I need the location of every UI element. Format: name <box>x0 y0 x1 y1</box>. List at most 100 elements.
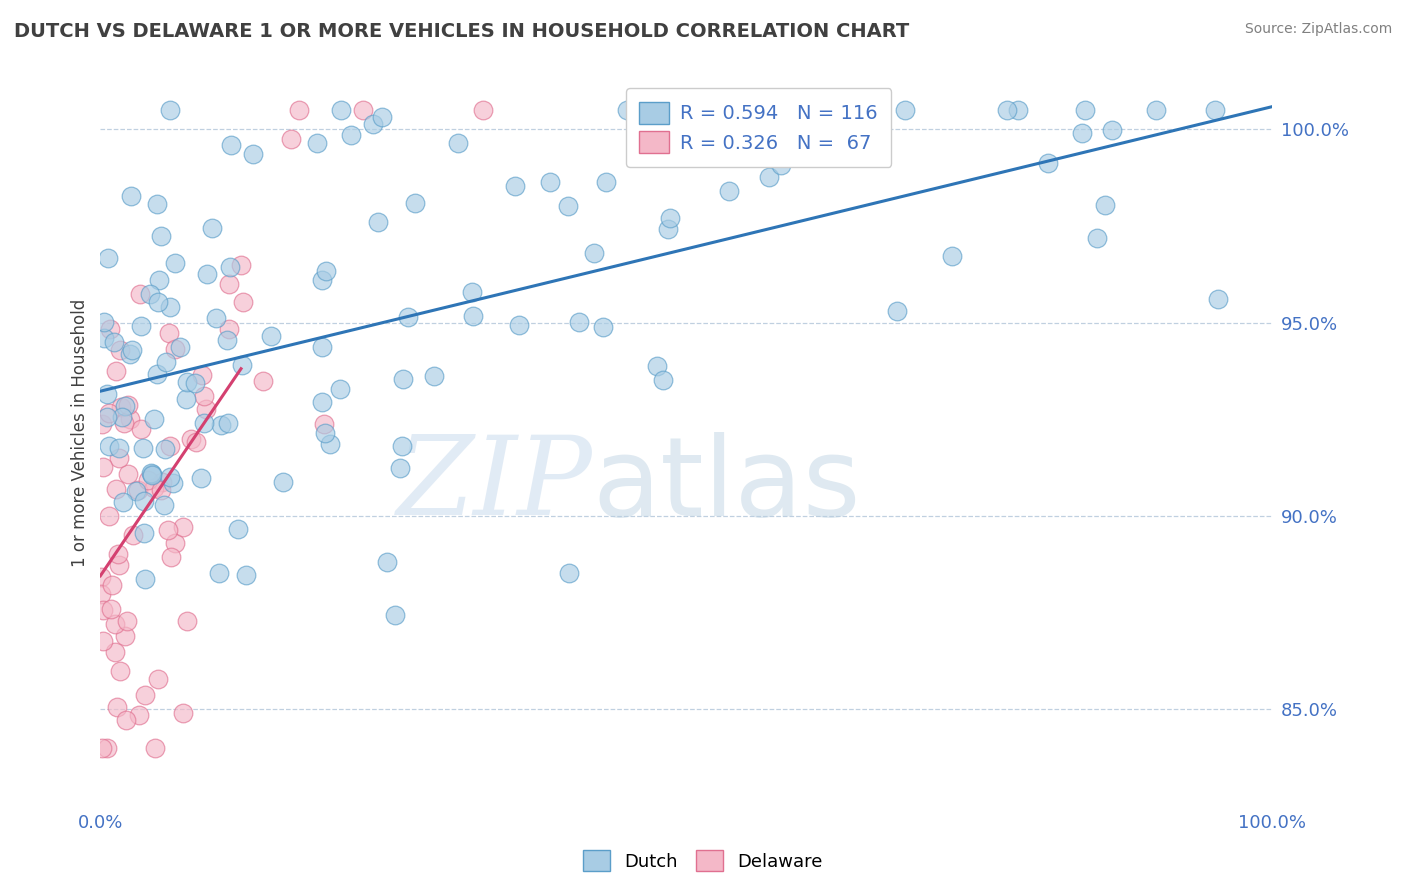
Point <box>1007 103 1029 117</box>
Point <box>252 374 274 388</box>
Point <box>155 442 177 456</box>
Point <box>242 147 264 161</box>
Point <box>314 417 336 431</box>
Point <box>538 174 561 188</box>
Point <box>93 315 115 329</box>
Point <box>98 322 121 336</box>
Point <box>471 103 494 117</box>
Point <box>146 672 169 686</box>
Point <box>91 634 114 648</box>
Point <box>163 342 186 356</box>
Point <box>217 416 239 430</box>
Point <box>172 706 194 721</box>
Point <box>508 318 530 333</box>
Point <box>121 343 143 357</box>
Point <box>117 467 139 481</box>
Point <box>143 411 166 425</box>
Point <box>104 644 127 658</box>
Point <box>184 434 207 449</box>
Point <box>104 617 127 632</box>
Text: DUTCH VS DELAWARE 1 OR MORE VEHICLES IN HOUSEHOLD CORRELATION CHART: DUTCH VS DELAWARE 1 OR MORE VEHICLES IN … <box>14 22 910 41</box>
Point <box>193 389 215 403</box>
Point <box>159 549 181 564</box>
Point <box>370 110 392 124</box>
Point <box>136 473 159 487</box>
Point <box>229 258 252 272</box>
Point <box>1070 127 1092 141</box>
Point <box>886 304 908 318</box>
Point <box>658 211 681 225</box>
Point <box>111 410 134 425</box>
Text: ZIP: ZIP <box>396 432 593 539</box>
Point <box>107 699 129 714</box>
Point <box>107 558 129 573</box>
Point <box>96 409 118 424</box>
Point <box>169 340 191 354</box>
Point <box>329 382 352 396</box>
Point <box>120 412 142 426</box>
Point <box>340 128 363 143</box>
Point <box>93 460 115 475</box>
Point <box>235 568 257 582</box>
Point <box>311 273 333 287</box>
Y-axis label: 1 or more Vehicles in Household: 1 or more Vehicles in Household <box>72 299 89 567</box>
Point <box>152 498 174 512</box>
Point <box>307 136 329 150</box>
Point <box>114 629 136 643</box>
Point <box>361 117 384 131</box>
Point <box>311 395 333 409</box>
Point <box>583 245 606 260</box>
Point <box>146 197 169 211</box>
Point <box>93 331 115 345</box>
Point <box>129 318 152 333</box>
Point <box>159 103 181 117</box>
Point <box>592 319 614 334</box>
Point <box>616 103 638 117</box>
Point <box>1144 103 1167 117</box>
Point <box>831 122 853 136</box>
Point <box>146 294 169 309</box>
Text: atlas: atlas <box>593 432 860 539</box>
Point <box>98 406 121 420</box>
Point <box>219 138 242 153</box>
Point <box>132 493 155 508</box>
Point <box>105 482 128 496</box>
Point <box>108 451 131 466</box>
Point <box>150 229 173 244</box>
Point <box>115 713 138 727</box>
Point <box>219 260 242 275</box>
Point <box>758 170 780 185</box>
Point <box>460 285 482 299</box>
Point <box>893 103 915 117</box>
Point <box>163 536 186 550</box>
Legend: R = 0.594   N = 116, R = 0.326   N =  67: R = 0.594 N = 116, R = 0.326 N = 67 <box>626 88 891 167</box>
Point <box>150 475 173 489</box>
Point <box>330 103 353 118</box>
Point <box>191 368 214 383</box>
Point <box>557 199 579 213</box>
Point <box>103 335 125 350</box>
Point <box>315 264 337 278</box>
Point <box>396 310 419 324</box>
Point <box>148 273 170 287</box>
Point <box>271 475 294 490</box>
Point <box>176 376 198 390</box>
Point <box>388 460 411 475</box>
Point <box>105 364 128 378</box>
Point <box>652 373 675 387</box>
Point <box>1204 103 1226 117</box>
Point <box>110 400 132 414</box>
Point <box>1094 198 1116 212</box>
Point <box>769 158 792 172</box>
Point <box>159 300 181 314</box>
Point <box>218 277 240 292</box>
Point <box>134 688 156 702</box>
Point <box>657 222 679 236</box>
Point <box>205 311 228 326</box>
Point <box>110 664 132 678</box>
Point <box>392 372 415 386</box>
Point <box>96 387 118 401</box>
Point <box>1206 293 1229 307</box>
Point <box>319 437 342 451</box>
Point <box>226 522 249 536</box>
